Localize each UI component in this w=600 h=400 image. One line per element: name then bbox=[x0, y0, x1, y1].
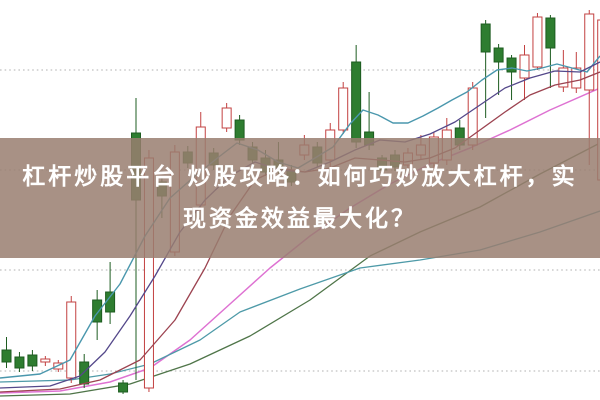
headline-line-2: 现资金效益最大化？ bbox=[183, 205, 417, 231]
headline-banner: 杠杆炒股平台 炒股攻略：如何巧妙放大杠杆，实 现资金效益最大化？ bbox=[0, 138, 600, 258]
headline-line-1: 杠杆炒股平台 炒股攻略：如何巧妙放大杠杆，实 bbox=[22, 163, 578, 189]
